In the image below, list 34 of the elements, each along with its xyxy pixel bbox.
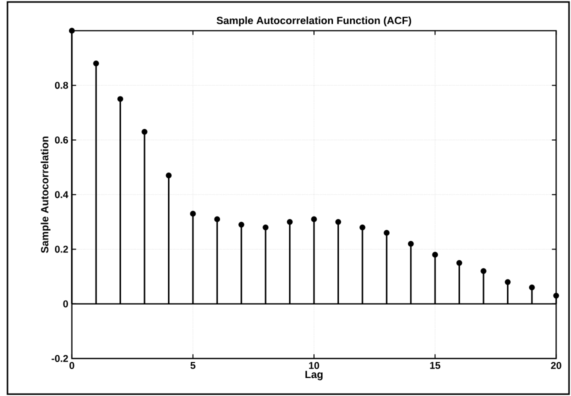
point bbox=[456, 260, 462, 266]
x-tick-label: 20 bbox=[550, 362, 562, 369]
x-tick-label: 15 bbox=[430, 362, 440, 369]
point bbox=[480, 268, 486, 274]
y-tick-label: 0.2 bbox=[54, 246, 68, 253]
point bbox=[117, 96, 124, 102]
y-tick-label: 0.8 bbox=[54, 82, 68, 89]
point bbox=[360, 224, 366, 230]
point bbox=[262, 224, 268, 230]
point bbox=[166, 172, 172, 178]
x-tick-label: 10 bbox=[309, 362, 320, 369]
x-tick-label: 5 bbox=[190, 362, 196, 369]
point bbox=[432, 252, 438, 258]
x-tick-label: 0 bbox=[70, 362, 74, 369]
point bbox=[408, 240, 414, 247]
point bbox=[286, 218, 293, 225]
point bbox=[93, 60, 99, 66]
y-tick-label: 0 bbox=[63, 300, 68, 308]
chart-title: Sample Autocorrelation Function (ACF) bbox=[216, 16, 412, 26]
point bbox=[68, 28, 75, 34]
y-axis-title: Sample Autocorrelation bbox=[40, 136, 50, 253]
point bbox=[529, 284, 535, 290]
point bbox=[142, 128, 148, 135]
y-tick-label: 0.4 bbox=[54, 191, 68, 198]
y-tick-label: -0.2 bbox=[52, 354, 68, 362]
y-tick-label: 0.6 bbox=[54, 136, 68, 144]
point bbox=[384, 230, 390, 236]
point bbox=[214, 216, 220, 222]
point bbox=[335, 218, 342, 225]
x-axis-title: Lag bbox=[305, 370, 323, 380]
point bbox=[504, 279, 511, 285]
point bbox=[311, 216, 317, 222]
point bbox=[190, 210, 196, 217]
point bbox=[238, 222, 244, 228]
